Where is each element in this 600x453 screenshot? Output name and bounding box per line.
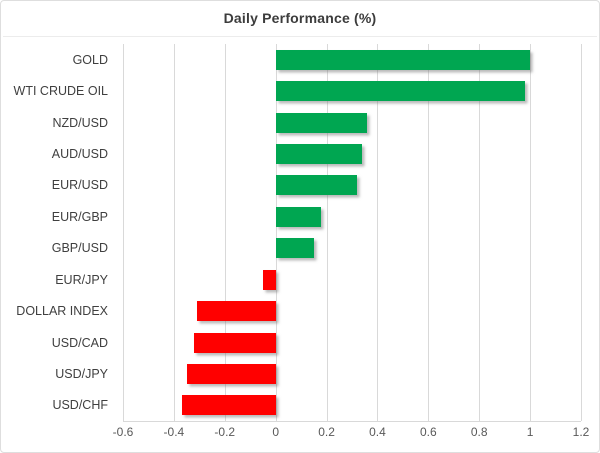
x-tick-label: -0.2 — [214, 425, 236, 439]
x-tick-label: 0.2 — [318, 425, 335, 439]
negative-bar — [181, 395, 276, 416]
bar-row — [123, 295, 581, 326]
gridline — [326, 44, 328, 421]
x-tick-label: 1.2 — [572, 425, 590, 439]
category-label: EUR/USD — [51, 178, 108, 193]
gridline — [173, 44, 175, 421]
gridline — [224, 44, 226, 421]
positive-bar — [275, 112, 368, 133]
bar-rows — [123, 44, 581, 421]
positive-bar — [275, 49, 531, 70]
gridline — [275, 44, 277, 421]
bar-row — [123, 201, 581, 232]
chart-title: Daily Performance (%) — [223, 10, 377, 26]
gridline — [123, 44, 124, 421]
positive-bar — [275, 175, 358, 196]
x-tick-label: 0.4 — [369, 425, 386, 439]
category-label: NZD/USD — [52, 115, 108, 130]
x-tick-label: 0.8 — [470, 425, 488, 439]
bar-row — [123, 358, 581, 389]
x-tick-label: -0.4 — [163, 425, 185, 439]
negative-bar — [262, 269, 276, 290]
category-axis-labels: GOLD WTI CRUDE OIL NZD/USD AUD/USD EUR/USD EU… — [1, 44, 123, 421]
positive-bar — [275, 206, 322, 227]
negative-bar — [196, 301, 276, 322]
bar-row — [123, 233, 581, 264]
category-label: AUD/USD — [51, 146, 108, 161]
category-label: GBP/USD — [51, 241, 108, 256]
category-label: GOLD — [72, 52, 108, 67]
category-label: USD/CAD — [51, 335, 108, 350]
bar-row — [123, 138, 581, 169]
bar-row — [123, 327, 581, 358]
gridline — [581, 44, 582, 421]
gridline — [428, 44, 430, 421]
gridline — [377, 44, 379, 421]
x-axis-tick-labels: -0.6 -0.4 -0.2 0 0.2 0.4 0.6 0.8 1 1.2 — [113, 425, 590, 443]
x-tick-label: 1 — [526, 425, 534, 439]
bar-row — [123, 170, 581, 201]
positive-bar — [275, 81, 525, 102]
category-label: USD/CHF — [52, 398, 108, 413]
bar-row — [123, 75, 581, 106]
x-tick-label: 0 — [272, 425, 279, 439]
positive-bar — [275, 238, 314, 259]
negative-bar — [186, 363, 276, 384]
bar-row — [123, 264, 581, 295]
plot-area — [123, 44, 582, 422]
category-label: EUR/JPY — [55, 272, 108, 287]
negative-bar — [194, 332, 276, 353]
x-tick-label: -0.6 — [112, 425, 134, 439]
gridline — [530, 44, 532, 421]
title-divider — [3, 36, 597, 37]
gridline — [479, 44, 481, 421]
bar-row — [123, 107, 581, 138]
category-label: USD/JPY — [55, 366, 108, 381]
category-label: WTI CRUDE OIL — [13, 84, 108, 99]
category-label: DOLLAR INDEX — [16, 304, 108, 319]
bar-row — [123, 390, 581, 421]
positive-bar — [275, 143, 363, 164]
x-tick-label: 0.6 — [419, 425, 437, 439]
category-label: EUR/GBP — [51, 209, 108, 224]
bar-row — [123, 44, 581, 75]
